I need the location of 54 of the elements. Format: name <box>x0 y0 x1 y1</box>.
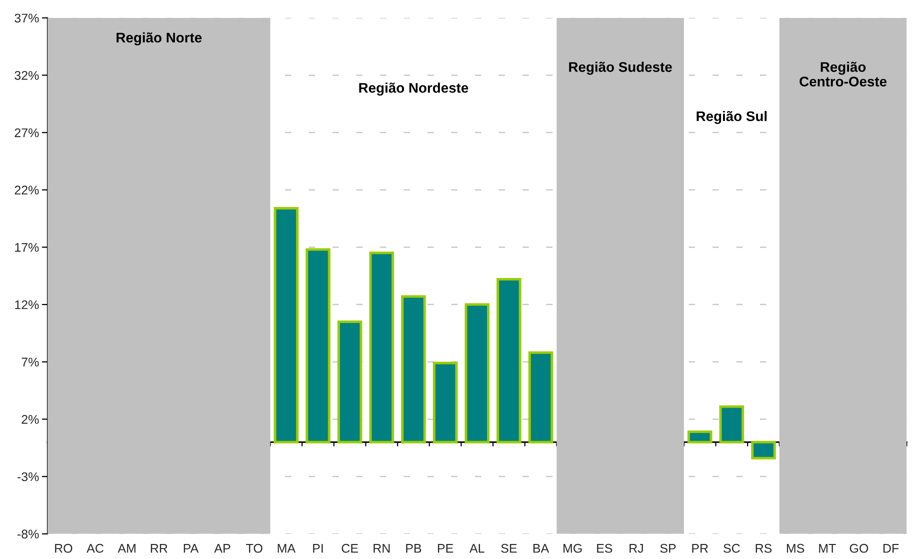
x-tick-label: MA <box>278 544 296 553</box>
x-tick-label: RJ <box>630 544 643 553</box>
y-tick-label: 2% <box>22 414 39 424</box>
x-tick-label: MT <box>819 544 836 553</box>
x-tick-label: RO <box>55 544 72 553</box>
annotation: Região Nordeste <box>359 82 468 96</box>
band-label: Região Centro-Oeste <box>800 62 887 86</box>
x-tick-label: SP <box>660 544 676 553</box>
bar <box>496 278 522 444</box>
bar <box>274 206 299 444</box>
x-tick-label: SE <box>501 544 517 553</box>
x-tick-label: PI <box>313 544 323 553</box>
x-tick-label: RS <box>756 544 772 553</box>
x-tick-label: PA <box>184 544 199 553</box>
x-tick-label: AC <box>86 544 104 553</box>
y-tick-label: 32% <box>14 71 39 80</box>
x-tick-label: PE <box>438 544 454 553</box>
bar <box>751 440 776 460</box>
y-tick-label: 7% <box>22 358 39 366</box>
y-tick-label: 37% <box>14 14 39 23</box>
x-tick-label: AP <box>214 544 230 553</box>
x-tick-label: ES <box>597 544 612 553</box>
x-tick-label: SC <box>724 544 740 553</box>
x-tick-label: CE <box>342 544 358 553</box>
bar <box>432 362 458 444</box>
bar <box>337 320 362 444</box>
y-tick-label: 22% <box>14 186 39 194</box>
bar <box>464 303 490 444</box>
bar <box>369 252 394 444</box>
bar <box>401 295 426 444</box>
annotation: Região Sul <box>696 110 767 124</box>
x-tick-label: MG <box>564 544 582 553</box>
bar <box>719 405 744 444</box>
y-tick-label: 17% <box>15 243 39 252</box>
x-tick-label: TO <box>246 544 262 553</box>
x-tick-label: PR <box>692 544 708 553</box>
y-tick-label: 27% <box>14 128 39 138</box>
x-tick-label: MS <box>786 544 804 553</box>
x-tick-label: AL <box>469 544 484 553</box>
x-tick-label: RR <box>150 544 168 553</box>
bar <box>528 351 554 444</box>
y-tick-label: 12% <box>15 300 39 310</box>
x-tick-label: AM <box>118 544 136 553</box>
band-label: Região Norte <box>116 32 202 46</box>
x-tick-label: DF <box>883 544 899 553</box>
bar <box>306 248 330 444</box>
x-tick-label: GO <box>850 544 868 553</box>
bar <box>687 430 712 444</box>
x-tick-label: RN <box>374 544 390 553</box>
x-tick-label: PB <box>406 544 422 553</box>
x-tick-label: BA <box>533 544 550 553</box>
y-tick-label: -8% <box>18 530 39 538</box>
y-tick-label: -3% <box>18 472 39 482</box>
band-label: Região Sudeste <box>569 62 672 75</box>
